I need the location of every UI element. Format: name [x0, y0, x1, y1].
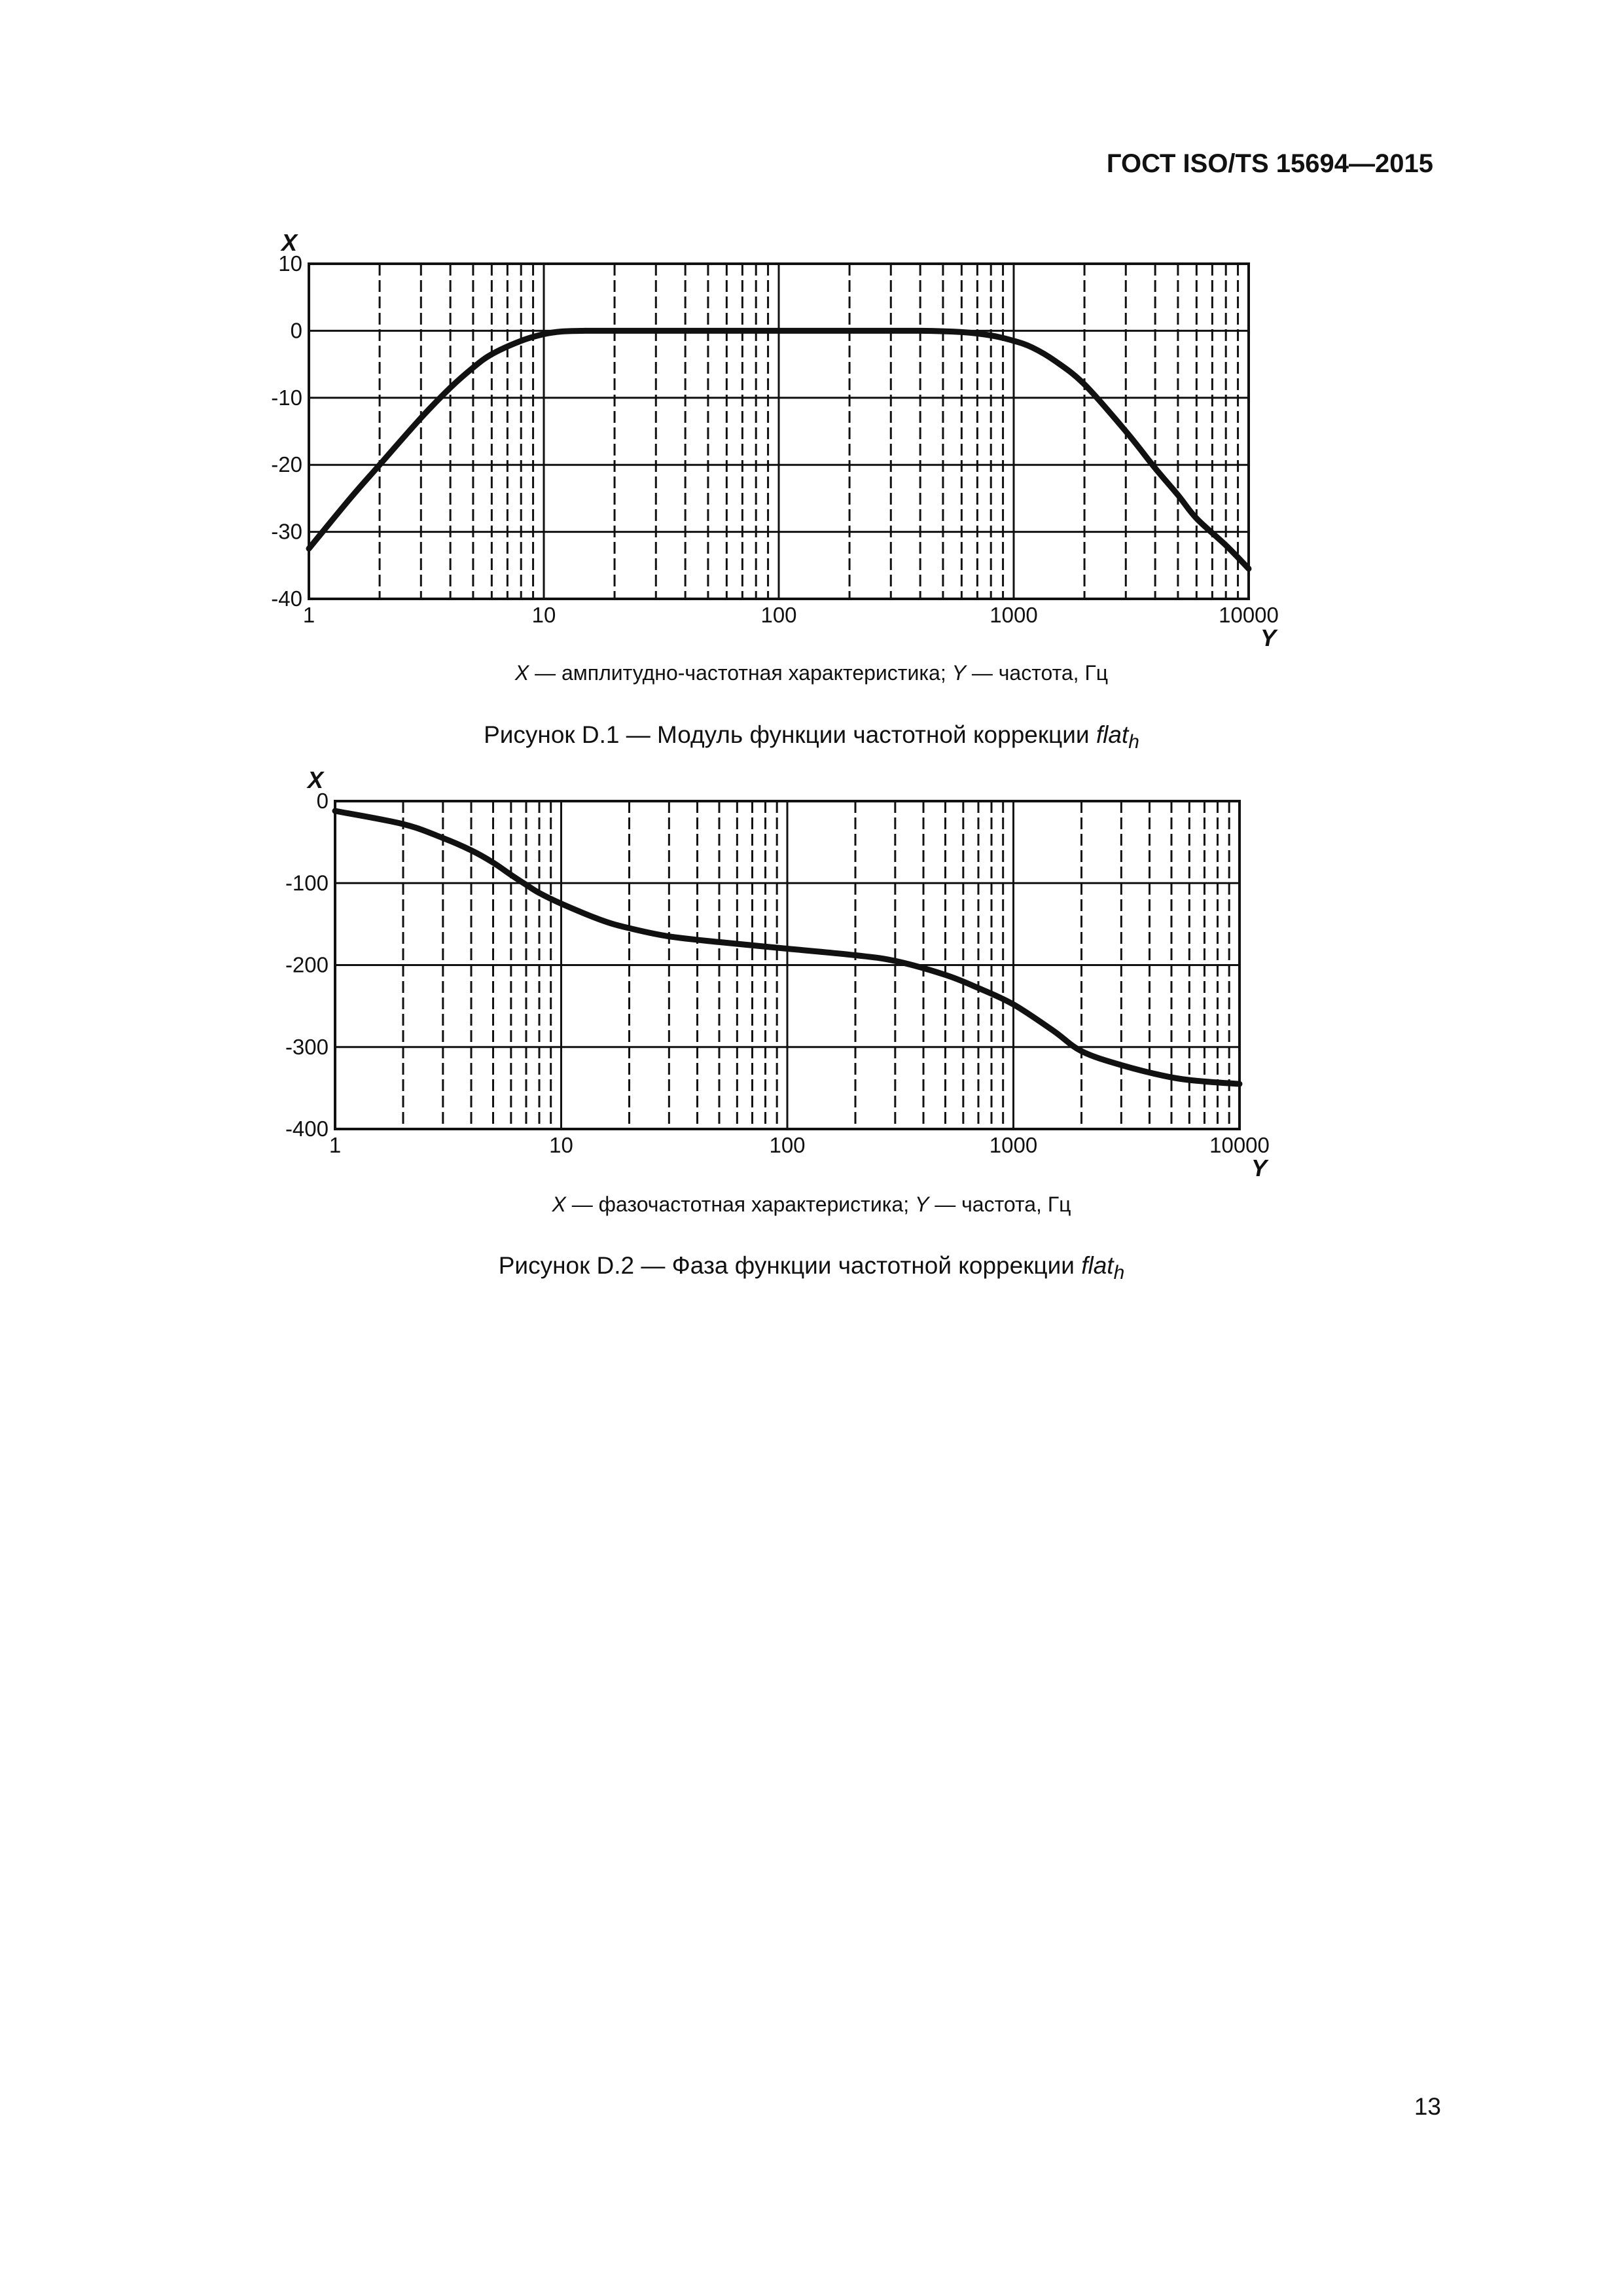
caption-name: flat [1081, 1252, 1114, 1279]
chart-figure-d2: 1 10 100 1000 10000 0 -100 -200 -300 -400 X Y [285, 766, 1270, 1181]
chart-2-y-axis-label: X [306, 766, 325, 793]
legend-x-symbol: X [552, 1193, 566, 1216]
chart-2-y-tick-label: -100 [285, 870, 329, 895]
chart-2-y-tick-label: 0 [317, 789, 329, 813]
legend-x-text: — фазочастотная характеристика; [565, 1193, 915, 1216]
chart-2-ticks: 1 10 100 1000 10000 0 -100 -200 -300 -400 X Y [285, 766, 1270, 1181]
chart-2-x-axis-label: Y [1251, 1155, 1269, 1181]
chart-1-y-tick-label: 10 [278, 251, 302, 276]
chart-2-x-tick-label: 1 [329, 1133, 341, 1157]
chart-2-y-tick-label: -200 [285, 953, 329, 977]
chart-2-y-tick-label: -300 [285, 1035, 329, 1059]
chart-1-series [306, 327, 1252, 572]
figure-1-legend: X — амплитудно-частотная характеристика;… [0, 661, 1623, 685]
chart-1-plot-frame [308, 262, 1250, 600]
chart-2-series [332, 808, 1243, 1087]
chart-2-x-tick-label: 1000 [990, 1133, 1037, 1157]
chart-1-x-tick-label: 100 [760, 603, 796, 627]
chart-1-y-tick-label: -20 [271, 452, 302, 476]
legend-y-text: — частота, Гц [965, 661, 1109, 685]
chart-2-plot-frame [334, 800, 1241, 1130]
caption-prefix: Рисунок D.2 — Фаза функции частотной кор… [498, 1252, 1082, 1279]
chart-1-y-tick-label: -10 [271, 386, 302, 410]
figure-2-legend: X — фазочастотная характеристика; Y — ча… [0, 1193, 1623, 1217]
caption-subscript: h [1128, 731, 1139, 753]
chart-1-x-tick-label: 10000 [1219, 603, 1279, 627]
chart-2-x-tick-label: 10000 [1209, 1133, 1270, 1157]
chart-2-x-tick-label: 100 [769, 1133, 805, 1157]
chart-1-x-tick-label: 10 [532, 603, 556, 627]
legend-x-text: — амплитудно-частотная характеристика; [529, 661, 952, 685]
document-header: ГОСТ ISO/TS 15694—2015 [1106, 149, 1433, 178]
chart-1-y-tick-label: -40 [271, 586, 302, 611]
legend-y-symbol: Y [914, 1193, 929, 1216]
chart-1-series-line-0 [306, 327, 1252, 572]
legend-y-text: — частота, Гц [929, 1193, 1071, 1216]
chart-1-y-axis-label: X [280, 229, 298, 256]
chart-1-x-tick-label: 1 [303, 603, 315, 627]
chart-2-series-line-0 [332, 808, 1243, 1087]
legend-x-symbol: X [514, 661, 529, 685]
chart-2-grid [334, 800, 1241, 1130]
chart-1-x-tick-label: 1000 [990, 603, 1037, 627]
figure-1-caption: Рисунок D.1 — Модуль функции частотной к… [0, 721, 1623, 753]
legend-y-symbol: Y [952, 661, 966, 685]
chart-1-y-tick-label: 0 [291, 318, 302, 342]
caption-name: flat [1096, 721, 1129, 748]
caption-subscript: h [1113, 1262, 1125, 1283]
chart-1-grid [308, 262, 1250, 600]
caption-prefix: Рисунок D.1 — Модуль функции частотной к… [484, 721, 1096, 748]
figure-2-caption: Рисунок D.2 — Фаза функции частотной кор… [0, 1252, 1623, 1284]
chart-2-y-tick-label: -400 [285, 1117, 329, 1141]
chart-1-x-axis-label: Y [1260, 624, 1278, 651]
chart-2-x-tick-label: 10 [549, 1133, 573, 1157]
page-number: 13 [1414, 2093, 1441, 2120]
chart-1-y-tick-label: -30 [271, 520, 302, 544]
